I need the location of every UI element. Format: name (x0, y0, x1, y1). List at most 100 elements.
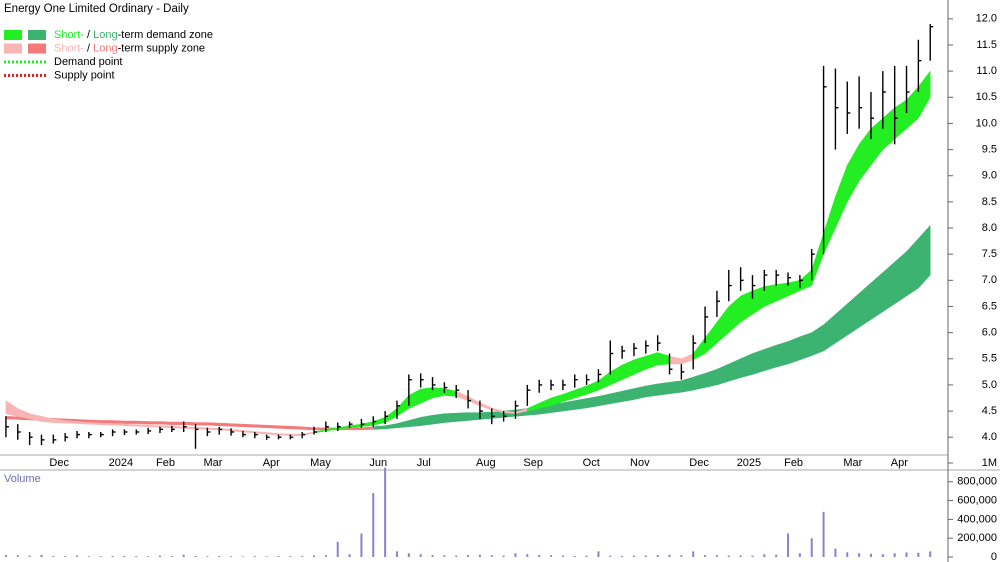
x-tick-label: Apr (891, 457, 908, 469)
legend-text: Supply point (54, 69, 115, 81)
volume-bar (111, 555, 114, 557)
volume-bar (4, 555, 7, 557)
zone-band (444, 412, 457, 423)
legend-label: Demand point (54, 56, 123, 68)
volume-bar (704, 555, 707, 557)
volume-bar (644, 555, 647, 557)
volume-bar (573, 555, 576, 557)
volume-bar (265, 556, 268, 557)
y-tick-label: 4.5 (982, 405, 997, 417)
volume-bar (585, 555, 588, 557)
zone-band (633, 385, 647, 400)
x-tick-label: 2024 (109, 457, 133, 469)
volume-bar (16, 555, 19, 557)
zone-band (136, 420, 149, 425)
zone-band (455, 412, 469, 422)
volume-bar (798, 553, 801, 557)
volume-bar (502, 555, 505, 557)
zone-band (645, 383, 658, 398)
volume-bar (514, 553, 517, 557)
zone-band (112, 420, 125, 424)
volume-bar (147, 556, 150, 557)
volume-bar (905, 552, 908, 557)
y-tick-label: 9.0 (982, 170, 997, 182)
volume-bar (194, 555, 197, 557)
volume-bar (609, 555, 612, 557)
y-tick-label: 7.0 (982, 274, 997, 286)
zone-band (207, 427, 220, 431)
y-tick-label: 8.0 (982, 222, 997, 234)
y-tick-label: 7.5 (982, 248, 997, 260)
zone-band (218, 422, 232, 427)
zone-band (918, 224, 931, 289)
zone-band (787, 336, 801, 365)
volume-bar (28, 555, 31, 557)
zone-band (775, 341, 789, 368)
volume-bar (443, 555, 446, 557)
zone-band (467, 412, 481, 421)
legend-text: -term demand zone (118, 29, 213, 41)
zone-band (5, 416, 19, 420)
legend-text: Demand point (54, 56, 123, 68)
volume-bar (490, 555, 493, 557)
volume-bar (478, 554, 481, 557)
volume-bar (668, 554, 671, 557)
volume-bar (360, 533, 363, 557)
zone-band (171, 425, 184, 429)
x-tick-label: Dec (49, 457, 69, 469)
zone-band (242, 423, 256, 428)
x-tick-label: Oct (583, 457, 600, 469)
volume-bar (170, 556, 173, 557)
volume-bar (158, 555, 161, 557)
legend-text: Short- (54, 29, 84, 41)
volume-bar (241, 556, 244, 557)
volume-bar (692, 551, 695, 557)
volume-bar (384, 467, 387, 557)
y-tick-label: 400,000 (957, 513, 997, 525)
volume-bar (680, 555, 683, 557)
volume-bar (431, 555, 434, 557)
x-tick-label: May (310, 457, 331, 469)
volume-bar (550, 555, 553, 557)
volume-bar (336, 541, 339, 557)
zone-band (88, 422, 101, 425)
legend-label: Short- / Long-term demand zone (54, 29, 213, 41)
zone-band (230, 423, 244, 428)
x-tick-label: Dec (689, 457, 709, 469)
volume-bar (715, 555, 718, 557)
volume-bar (372, 493, 375, 557)
volume-bar (810, 538, 813, 557)
volume-bar (289, 556, 292, 557)
zone-band (290, 425, 303, 430)
volume-bar (87, 556, 90, 557)
zone-band (657, 382, 670, 396)
x-tick-label: Jun (369, 457, 387, 469)
volume-bar (787, 533, 790, 557)
x-tick-label: Jul (417, 457, 431, 469)
x-tick-label: Mar (203, 457, 222, 469)
volume-bar (407, 553, 410, 557)
volume-bar (419, 554, 422, 557)
legend-swatch (4, 43, 22, 54)
volume-bar (929, 551, 932, 557)
volume-bar (561, 555, 564, 557)
y-tick-label: 4.0 (982, 431, 997, 443)
volume-bar (621, 555, 624, 557)
zone-band (195, 422, 208, 426)
volume-bar (846, 552, 849, 557)
volume-bar (76, 555, 79, 557)
legend-label: Supply point (54, 69, 115, 81)
volume-bar (751, 555, 754, 557)
volume-bar (822, 511, 825, 557)
volume-bar (893, 553, 896, 557)
zone-band (764, 344, 777, 372)
y-tick-label: 600,000 (957, 494, 997, 506)
zone-band (586, 396, 599, 409)
zone-band (574, 398, 587, 410)
volume-bar (253, 556, 256, 557)
zone-band (159, 421, 173, 425)
zone-band (100, 422, 113, 426)
legend-swatch (28, 43, 46, 54)
y-tick-label: 9.5 (982, 143, 997, 155)
volume-bar (52, 555, 55, 557)
